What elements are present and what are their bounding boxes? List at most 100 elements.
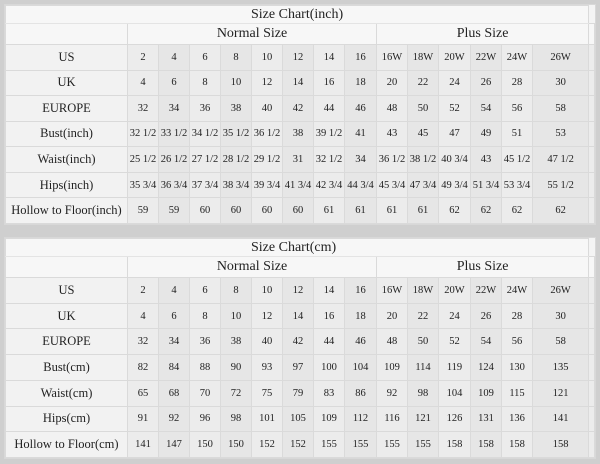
table-cell: 52 <box>438 95 471 122</box>
table-cell: 40 3/4 <box>438 146 471 173</box>
table-cell: 32 <box>127 95 159 122</box>
table-cell: 24 <box>438 302 471 330</box>
table-cell: 49 <box>470 120 502 148</box>
table-cell: 155 <box>407 431 439 458</box>
row-label: Hips(cm) <box>5 405 128 433</box>
table-cell: 79 <box>282 379 314 407</box>
table-cell: 152 <box>282 431 314 458</box>
table-cell: 45 3/4 <box>376 171 408 199</box>
table-cell: 44 <box>313 328 345 356</box>
table-cell: 50 <box>407 95 439 122</box>
empty-cell <box>588 277 595 304</box>
table-row: Waist(inch) 25 1/2 26 1/2 27 1/2 28 1/2 29 1/… <box>5 146 595 173</box>
table-cell: 101 <box>251 405 283 433</box>
group-normal-size: Normal Size <box>127 23 377 45</box>
table-cell: 2 <box>127 277 159 304</box>
table-cell: 116 <box>376 405 408 433</box>
table-cell: 18 <box>344 302 377 330</box>
table-cell: 119 <box>438 354 471 381</box>
table-cell: 109 <box>470 379 502 407</box>
row-label: UK <box>5 302 128 330</box>
table-cell: 112 <box>344 405 377 433</box>
table-cell: 6 <box>158 302 190 330</box>
table-cell: 65 <box>127 379 159 407</box>
empty-cell <box>588 354 595 381</box>
table-cell: 47 3/4 <box>407 171 439 199</box>
table-cell: 18W <box>407 277 439 304</box>
table-cell: 61 <box>407 197 439 224</box>
table-row: UK 4 6 8 10 12 14 16 18 20 22 24 26 28 30 <box>5 302 595 330</box>
table-cell: 86 <box>344 379 377 407</box>
table-cell: 29 1/2 <box>251 146 283 173</box>
table-cell: 115 <box>501 379 533 407</box>
table-cell: 16W <box>376 277 408 304</box>
table-cell: 45 <box>407 120 439 148</box>
table-cell: 105 <box>282 405 314 433</box>
table-cell: 114 <box>407 354 439 381</box>
group-normal-size: Normal Size <box>127 256 377 278</box>
table-cell: 20W <box>438 277 471 304</box>
table-row: Hips(cm) 91 92 96 98 101 105 109 112 116 121 126 131… <box>5 405 595 433</box>
table-row: US 2 4 6 8 10 12 14 16 16W 18W 20W 22W 24W 26W <box>5 44 595 71</box>
row-label: US <box>5 277 128 304</box>
table-cell: 47 1/2 <box>531 146 590 173</box>
table-cell: 16 <box>344 44 377 71</box>
table-cell: 26 1/2 <box>158 146 190 173</box>
table-cell: 135 <box>531 354 590 381</box>
table-cell: 55 1/2 <box>531 171 590 199</box>
group-plus-size: Plus Size <box>375 23 590 45</box>
table-cell: 45 1/2 <box>501 146 533 173</box>
empty-cell <box>588 44 595 71</box>
table-cell: 10 <box>220 302 252 330</box>
table-cell: 8 <box>220 44 252 71</box>
empty-cell <box>5 23 128 45</box>
table-cell: 158 <box>438 431 471 458</box>
row-label: Hollow to Floor(inch) <box>5 197 128 224</box>
table-cell: 61 <box>376 197 408 224</box>
table-cell: 38 <box>282 120 314 148</box>
table-cell: 22W <box>470 44 502 71</box>
table-cell: 100 <box>313 354 345 381</box>
table-cell: 32 1/2 <box>127 120 159 148</box>
table-cell: 92 <box>158 405 190 433</box>
table-row: Hollow to Floor(inch) 59 59 60 60 60 60 61 61 61 6… <box>5 197 595 224</box>
table-cell: 48 <box>376 95 408 122</box>
size-table: Size Chart(cm) Normal Size Plus Size US 2 4 6 8… <box>4 238 595 458</box>
row-label: US <box>5 44 128 71</box>
row-label: EUROPE <box>5 95 128 122</box>
table-cell: 158 <box>470 431 502 458</box>
table-cell: 53 <box>531 120 590 148</box>
table-cell: 22 <box>407 69 439 97</box>
table-cell: 88 <box>189 354 221 381</box>
table-cell: 16 <box>313 69 345 97</box>
table-cell: 53 3/4 <box>501 171 533 199</box>
table-cell: 35 3/4 <box>127 171 159 199</box>
row-label: UK <box>5 69 128 97</box>
empty-cell <box>588 197 595 224</box>
table-cell: 47 <box>438 120 471 148</box>
table-cell: 56 <box>501 95 533 122</box>
table-cell: 93 <box>251 354 283 381</box>
title-row: Size Chart(cm) <box>4 238 595 257</box>
table-cell: 58 <box>531 95 590 122</box>
table-cell: 56 <box>501 328 533 356</box>
table-cell: 44 3/4 <box>344 171 377 199</box>
table-cell: 109 <box>376 354 408 381</box>
table-cell: 12 <box>282 44 314 71</box>
size-chart-cm: Size Chart(cm) Normal Size Plus Size US 2 4 6 8… <box>4 237 596 459</box>
table-cell: 24W <box>501 44 533 71</box>
title-row: Size Chart(inch) <box>4 5 595 24</box>
table-cell: 14 <box>313 44 345 71</box>
table-cell: 16 <box>344 277 377 304</box>
table-cell: 48 <box>376 328 408 356</box>
table-cell: 51 <box>501 120 533 148</box>
table-cell: 22 <box>407 302 439 330</box>
table-cell: 62 <box>470 197 502 224</box>
table-cell: 39 3/4 <box>251 171 283 199</box>
table-cell: 82 <box>127 354 159 381</box>
table-cell: 92 <box>376 379 408 407</box>
table-cell: 10 <box>251 44 283 71</box>
table-cell: 141 <box>127 431 159 458</box>
table-cell: 36 <box>189 95 221 122</box>
table-cell: 46 <box>344 95 377 122</box>
